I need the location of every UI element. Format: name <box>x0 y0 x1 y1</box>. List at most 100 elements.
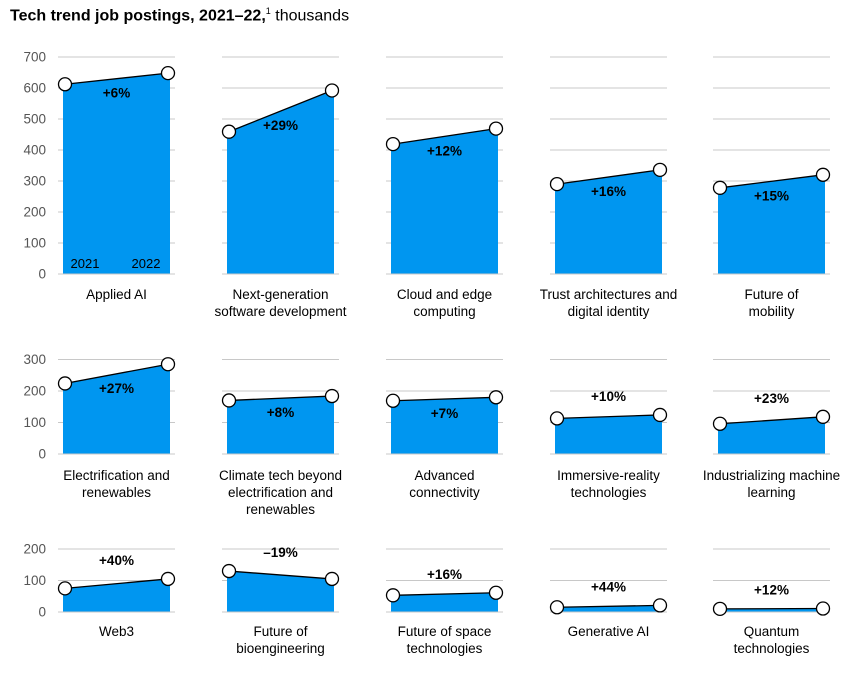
point-2022 <box>815 167 831 182</box>
category-label: Quantum <box>744 624 800 639</box>
category-label: technologies <box>571 485 647 500</box>
y-tick-label: 500 <box>23 112 46 127</box>
title-unit: thousands <box>270 7 350 25</box>
y-tick-label: 300 <box>23 174 46 189</box>
change-label: +12% <box>754 583 789 598</box>
category-label: Immersive-reality <box>557 468 660 483</box>
y-tick-label: 300 <box>23 352 46 367</box>
footnote-marker: 1 <box>265 6 271 16</box>
category-label: mobility <box>749 304 795 319</box>
point-2021 <box>712 180 728 195</box>
point-2021 <box>385 588 401 603</box>
trend-line <box>392 396 497 402</box>
point-2022 <box>160 65 176 81</box>
category-label: Next-generation <box>232 287 328 302</box>
point-2021 <box>57 581 73 596</box>
category-label: bioengineering <box>236 641 325 656</box>
category-label: Electrification and <box>63 468 170 483</box>
category-label: Applied AI <box>86 287 147 302</box>
area-fill <box>227 90 334 274</box>
trend-line <box>556 604 661 608</box>
trend-line <box>556 414 661 420</box>
category-label: Cloud and edge <box>397 287 492 302</box>
change-label: +23% <box>754 391 789 406</box>
trend-line <box>64 363 169 385</box>
area-fill <box>555 414 662 454</box>
area-fill <box>391 128 498 274</box>
area-fill <box>227 396 334 454</box>
trend-line <box>392 127 497 145</box>
change-label: +8% <box>267 405 294 420</box>
point-2022 <box>160 571 176 587</box>
y-tick-label: 0 <box>38 447 46 462</box>
area-fill <box>391 592 498 612</box>
point-2021 <box>549 411 565 426</box>
area-fill <box>63 364 170 454</box>
area-fill <box>63 73 170 275</box>
category-label: Industrializing machine <box>703 468 840 483</box>
change-label: +15% <box>754 188 789 203</box>
category-label: Web3 <box>99 624 134 639</box>
category-label: technologies <box>407 641 483 656</box>
point-2022 <box>324 571 340 587</box>
point-2021 <box>57 77 73 92</box>
y-tick-label: 700 <box>23 50 46 65</box>
category-label: Advanced <box>414 468 474 483</box>
trend-line <box>228 395 333 402</box>
trend-line <box>64 578 169 590</box>
trend-line <box>228 89 333 133</box>
trend-line <box>228 570 333 580</box>
point-2021 <box>221 124 237 139</box>
point-2022 <box>488 585 504 600</box>
trend-line <box>392 592 497 596</box>
y-tick-label: 400 <box>23 143 46 158</box>
point-2022 <box>488 390 504 405</box>
point-2021 <box>221 563 237 579</box>
category-label: connectivity <box>409 485 480 500</box>
category-label: learning <box>747 485 795 500</box>
change-label: +12% <box>427 143 462 158</box>
trend-line <box>719 416 824 425</box>
title-main: Tech trend job postings, 2021–22, <box>10 7 266 25</box>
y-tick-label: 600 <box>23 81 46 96</box>
y-tick-label: 100 <box>23 573 46 588</box>
point-2022 <box>652 598 668 613</box>
category-label: Future of space <box>398 624 492 639</box>
change-label: +7% <box>431 406 458 421</box>
point-2022 <box>815 601 831 616</box>
category-label: Future of <box>253 624 307 639</box>
y-tick-label: 200 <box>23 205 46 220</box>
y-tick-label: 0 <box>38 605 46 620</box>
point-2021 <box>221 393 237 408</box>
change-label: +6% <box>103 86 130 101</box>
category-label: Trust architectures and <box>540 287 678 302</box>
area-fill <box>227 571 334 612</box>
change-label: +16% <box>591 184 626 199</box>
category-label: Future of <box>744 287 798 302</box>
point-2021 <box>385 393 401 408</box>
change-label: +10% <box>591 389 626 404</box>
point-2021 <box>385 136 401 152</box>
area-fill <box>391 397 498 454</box>
y-tick-label: 100 <box>23 415 46 430</box>
year-label-2021: 2021 <box>71 256 100 271</box>
category-label: technologies <box>734 641 810 656</box>
area-fill <box>555 169 662 274</box>
change-label: +16% <box>427 567 462 582</box>
change-label: –19% <box>263 545 298 560</box>
point-2022 <box>652 407 668 423</box>
point-2022 <box>652 162 668 177</box>
point-2022 <box>160 357 176 372</box>
area-fill <box>718 174 825 274</box>
category-label: renewables <box>82 485 151 500</box>
y-tick-label: 200 <box>23 542 46 557</box>
point-2022 <box>815 409 831 424</box>
y-tick-label: 100 <box>23 236 46 251</box>
point-2021 <box>549 600 565 615</box>
change-label: +27% <box>99 381 134 396</box>
y-tick-label: 0 <box>38 267 46 282</box>
point-2022 <box>488 121 504 136</box>
y-tick-label: 200 <box>23 384 46 399</box>
change-label: +44% <box>591 579 626 594</box>
